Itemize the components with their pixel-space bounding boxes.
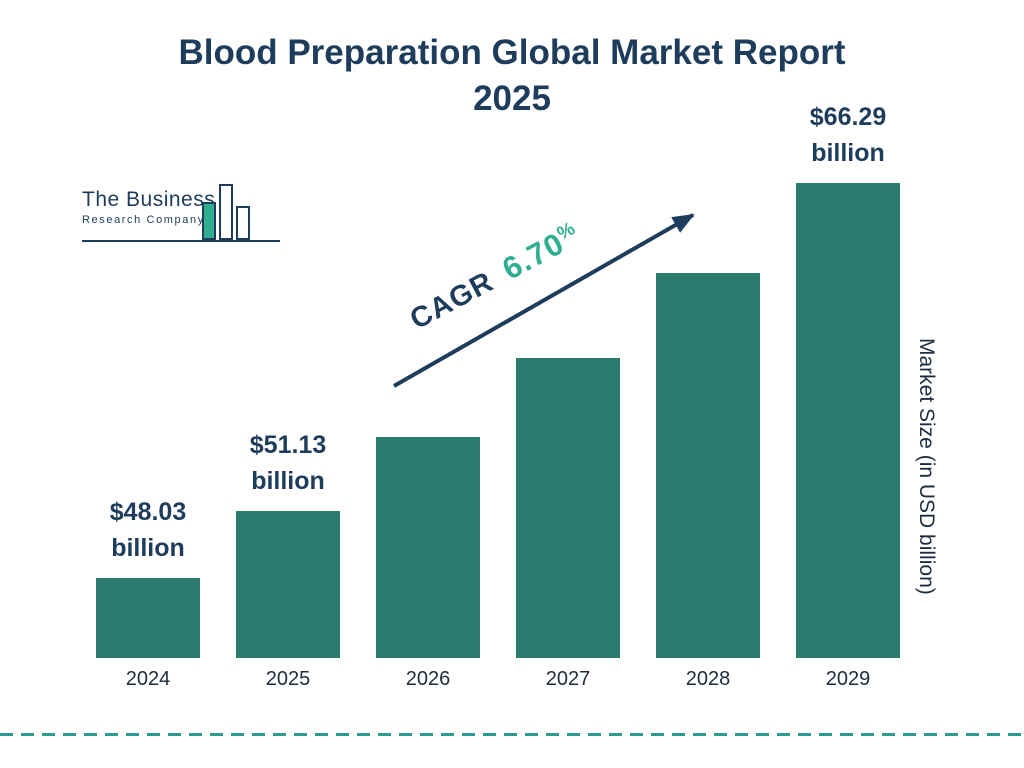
- value-label-2029: $66.29 billion: [758, 99, 938, 172]
- value-label-unit: billion: [251, 466, 325, 495]
- y-axis-label: Market Size (in USD billion): [915, 338, 938, 595]
- bar-2024: [96, 578, 200, 658]
- page-title-line1: Blood Preparation Global Market Report: [178, 33, 846, 72]
- logo: The Business Research Company: [82, 188, 292, 226]
- bottom-dashed-divider: [0, 733, 1024, 736]
- logo-underline: [82, 240, 280, 242]
- bar-2027: [516, 358, 620, 658]
- value-label-2024: $48.03 billion: [58, 494, 238, 567]
- logo-company-name: The Business: [82, 188, 216, 211]
- x-tick-2024: 2024: [125, 668, 171, 690]
- bar-2025: [236, 511, 340, 658]
- x-tick-2026: 2026: [405, 668, 451, 690]
- bar-2028: [656, 273, 760, 658]
- x-tick-2025: 2025: [265, 668, 311, 690]
- value-label-amount: $66.29: [809, 102, 887, 131]
- x-tick-2029: 2029: [825, 668, 871, 690]
- value-label-2025: $51.13 billion: [198, 427, 378, 500]
- value-label-unit: billion: [811, 138, 885, 167]
- logo-bars-icon: [202, 184, 250, 240]
- page-title-line2: 2025: [473, 79, 551, 119]
- value-label-amount: $48.03: [109, 497, 187, 526]
- logo-company-subtitle: Research Company: [82, 214, 205, 226]
- page-title: Blood Preparation Global Market Report 2…: [82, 30, 942, 122]
- bar-2029: [796, 183, 900, 658]
- x-tick-2027: 2027: [545, 668, 591, 690]
- value-label-unit: billion: [111, 533, 185, 562]
- bar-2026: [376, 437, 480, 658]
- x-tick-2028: 2028: [685, 668, 731, 690]
- bar-chart: $48.03 billion 2024 $51.13 billion 2025 2026 20…: [78, 103, 918, 690]
- value-label-amount: $51.13: [249, 430, 327, 459]
